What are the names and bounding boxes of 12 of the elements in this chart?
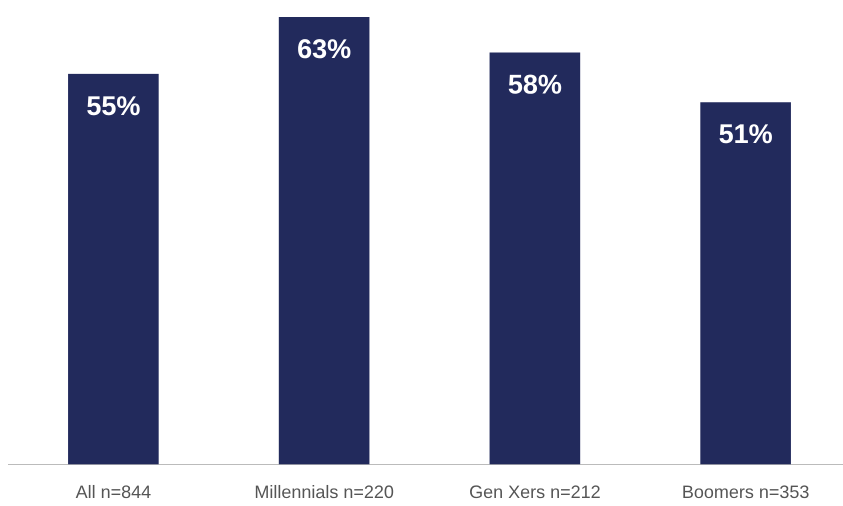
x-tick-label: All n=844 bbox=[76, 482, 152, 502]
bar bbox=[68, 74, 159, 464]
x-tick-label: Gen Xers n=212 bbox=[469, 482, 601, 502]
x-tick-label: Millennials n=220 bbox=[254, 482, 394, 502]
bar bbox=[700, 102, 791, 464]
bar bbox=[278, 17, 370, 464]
bar bbox=[490, 52, 580, 464]
x-tick-label: Boomers n=353 bbox=[682, 482, 810, 502]
data-label: 51% bbox=[718, 119, 773, 150]
data-label: 63% bbox=[297, 34, 352, 64]
data-label: 58% bbox=[508, 69, 562, 100]
data-label: 55% bbox=[86, 90, 140, 121]
